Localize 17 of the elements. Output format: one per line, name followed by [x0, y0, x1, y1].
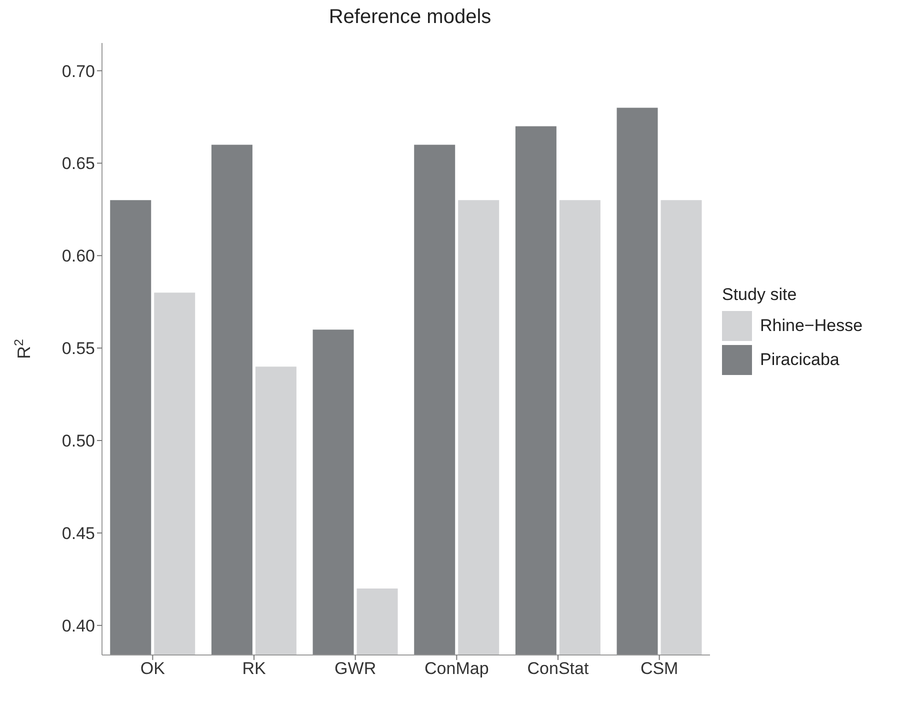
x-tick-label: CSM: [640, 659, 678, 678]
y-tick-label: 0.60: [62, 246, 95, 266]
chart-title: Reference models: [328, 6, 492, 29]
y-tick-label: 0.55: [62, 339, 95, 358]
y-tick-label: 0.45: [62, 524, 95, 544]
y-tick-label: 0.50: [62, 432, 95, 451]
y-tick-label: 0.65: [62, 154, 95, 174]
x-tick-label: GWR: [334, 659, 376, 678]
legend-label: Rhine−Hesse: [760, 316, 863, 336]
x-tick-label: OK: [140, 659, 166, 678]
x-tick-label: ConStat: [527, 659, 589, 678]
y-tick-label: 0.40: [62, 616, 95, 636]
x-tick-label: RK: [242, 659, 266, 678]
legend-label: Piracicaba: [760, 350, 840, 370]
x-tick-label: ConMap: [424, 659, 489, 678]
y-tick-label: 0.70: [62, 62, 95, 81]
legend-title: Study site: [722, 285, 798, 305]
